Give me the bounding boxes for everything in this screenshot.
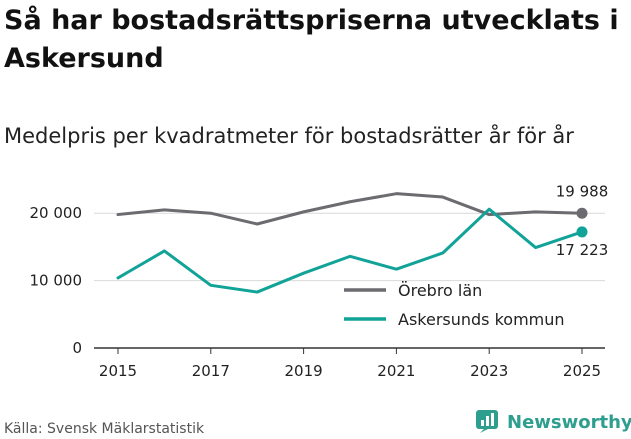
x-tick-label: 2019	[285, 362, 323, 380]
legend-label: Askersunds kommun	[398, 310, 565, 329]
chart-subtitle: Medelpris per kvadratmeter för bostadsrä…	[4, 124, 574, 148]
x-tick-label: 2015	[99, 362, 137, 380]
series-line-askersunds-kommun	[116, 207, 584, 294]
series-end-label: 19 988	[556, 182, 609, 200]
newsworthy-logo[interactable]: Newsworthy	[475, 409, 631, 435]
x-tick-label: 2023	[470, 362, 508, 380]
y-tick-label: 0	[72, 339, 82, 357]
series-end-point	[576, 207, 588, 219]
series-line-orebro-lan	[116, 192, 584, 226]
x-tick-label: 2025	[563, 362, 601, 380]
source-text: Källa: Svensk Mäklarstatistik	[4, 421, 205, 437]
series-end-label: 17 223	[556, 241, 609, 259]
legend-label: Örebro län	[398, 281, 482, 300]
x-tick-label: 2017	[192, 362, 230, 380]
newsworthy-icon	[476, 410, 498, 433]
chart-title: Så har bostadsrättspriserna utvecklats i…	[4, 5, 619, 74]
y-tick-label: 20 000	[30, 204, 83, 222]
newsworthy-logo-text: Newsworthy	[507, 411, 631, 433]
x-tick-label: 2021	[377, 362, 415, 380]
series-end-point	[576, 226, 588, 238]
y-tick-label: 10 000	[30, 272, 83, 290]
